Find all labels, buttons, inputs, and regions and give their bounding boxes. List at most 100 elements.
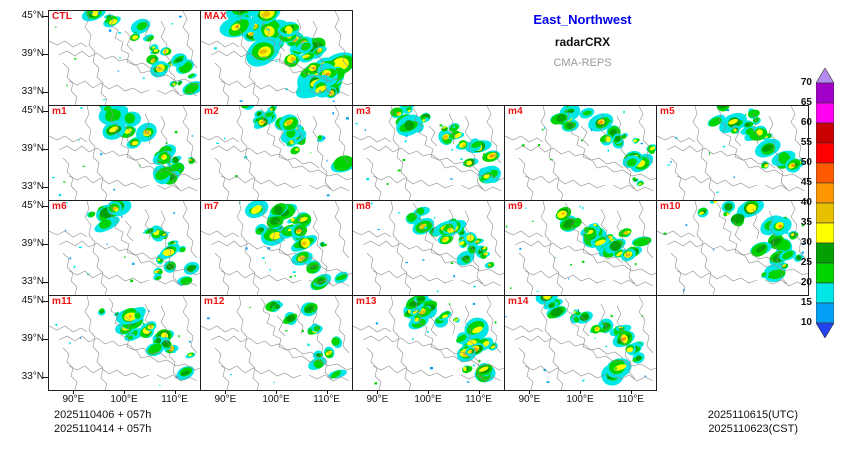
title-block: East_Northwest radarCRX CMA-REPS bbox=[500, 12, 665, 69]
lon-tick-mark bbox=[174, 390, 176, 394]
colorbar-value: 65 bbox=[800, 97, 812, 108]
lon-tick-mark bbox=[225, 390, 227, 394]
map-panel-m11: m11 bbox=[48, 295, 201, 391]
map-canvas bbox=[353, 201, 504, 295]
panel-label-m5: m5 bbox=[660, 106, 675, 117]
lat-tick-mark bbox=[43, 187, 48, 189]
map-panel-m9: m9 bbox=[504, 200, 657, 296]
lon-tick-mark bbox=[326, 390, 328, 394]
lat-tick-mark bbox=[43, 282, 48, 284]
footer-init-times: 2025110406 + 057h 2025110414 + 057h bbox=[54, 408, 151, 436]
map-panel-CTL: CTL bbox=[48, 10, 201, 106]
lat-tick-mark bbox=[43, 339, 48, 341]
lat-tick-label: 33°N bbox=[21, 371, 44, 383]
panel-label-m7: m7 bbox=[204, 201, 219, 212]
valid-time-utc: 2025110615(UTC) bbox=[707, 409, 798, 421]
panel-label-m3: m3 bbox=[356, 106, 371, 117]
init-time-line-1: 2025110406 + 057h bbox=[54, 409, 152, 421]
map-panel-m3: m3 bbox=[352, 105, 505, 201]
lat-tick-mark bbox=[43, 149, 48, 151]
lon-tick-label: 100°E bbox=[414, 394, 442, 405]
lon-tick-label: 90°E bbox=[366, 394, 389, 405]
lat-tick-mark bbox=[43, 111, 48, 113]
lat-tick-mark bbox=[43, 377, 48, 379]
lat-tick-label: 45°N bbox=[21, 295, 44, 307]
lat-tick-mark bbox=[43, 54, 48, 56]
colorbar-value: 55 bbox=[800, 137, 812, 148]
lon-tick-mark bbox=[478, 390, 480, 394]
lon-tick-label: 110°E bbox=[465, 394, 492, 405]
map-canvas bbox=[505, 201, 656, 295]
panel-label-m9: m9 bbox=[508, 201, 523, 212]
lon-tick-label: 110°E bbox=[617, 394, 644, 405]
lat-tick-label: 33°N bbox=[21, 276, 44, 288]
colorbar-value: 50 bbox=[800, 157, 812, 168]
map-canvas bbox=[49, 201, 200, 295]
map-canvas bbox=[201, 296, 352, 390]
colorbar-value: 15 bbox=[800, 297, 812, 308]
colorbar-value: 60 bbox=[800, 117, 812, 128]
lat-tick-label: 33°N bbox=[21, 181, 44, 193]
panel-label-m11: m11 bbox=[52, 296, 73, 307]
model-title: CMA-REPS bbox=[553, 57, 612, 69]
lon-tick-mark bbox=[428, 390, 429, 394]
map-panel-m14: m14 bbox=[504, 295, 657, 391]
colorbar-value: 70 bbox=[800, 77, 812, 88]
lat-tick-mark bbox=[43, 206, 48, 208]
lat-tick-mark bbox=[43, 301, 48, 303]
region-title: East_Northwest bbox=[533, 12, 632, 27]
map-canvas bbox=[201, 201, 352, 295]
colorbar: 70 65 60 55 50 45 40 35 30 25 20 15 10 bbox=[780, 68, 838, 342]
map-panel-m5: m5 bbox=[656, 105, 809, 201]
colorbar-value: 40 bbox=[800, 197, 812, 208]
map-canvas bbox=[49, 296, 200, 390]
panel-label-m1: m1 bbox=[52, 106, 67, 117]
lat-tick-label: 39°N bbox=[21, 48, 44, 60]
colorbar-value: 45 bbox=[800, 177, 812, 188]
lat-tick-label: 45°N bbox=[21, 10, 44, 22]
colorbar-value: 30 bbox=[800, 237, 812, 248]
panel-label-m12: m12 bbox=[204, 296, 225, 307]
panel-label-MAX: MAX bbox=[204, 11, 227, 22]
lon-tick-label: 110°E bbox=[161, 394, 188, 405]
init-time-line-2: 2025110414 + 057h bbox=[54, 423, 152, 435]
lon-tick-mark bbox=[630, 390, 632, 394]
footer-valid-times: 2025110615(UTC) 2025110623(CST) bbox=[650, 408, 798, 436]
map-panel-m10: m10 bbox=[656, 200, 809, 296]
map-panel-m2: m2 bbox=[200, 105, 353, 201]
lon-tick-label: 100°E bbox=[110, 394, 138, 405]
colorbar-value: 25 bbox=[800, 257, 812, 268]
colorbar-value: 20 bbox=[800, 277, 812, 288]
lat-tick-label: 39°N bbox=[21, 143, 44, 155]
map-canvas bbox=[201, 11, 352, 105]
colorbar-bar bbox=[816, 68, 834, 338]
colorbar-value: 10 bbox=[800, 317, 812, 328]
map-panel-m7: m7 bbox=[200, 200, 353, 296]
panel-label-CTL: CTL bbox=[52, 11, 73, 22]
map-canvas bbox=[201, 106, 352, 200]
map-canvas bbox=[49, 11, 200, 105]
lon-tick-mark bbox=[580, 390, 581, 394]
panel-label-m10: m10 bbox=[660, 201, 681, 212]
panel-label-m13: m13 bbox=[356, 296, 377, 307]
lon-tick-label: 90°E bbox=[214, 394, 237, 405]
map-panel-m12: m12 bbox=[200, 295, 353, 391]
map-panel-m13: m13 bbox=[352, 295, 505, 391]
map-canvas bbox=[657, 106, 808, 200]
map-canvas bbox=[49, 106, 200, 200]
panel-label-m6: m6 bbox=[52, 201, 67, 212]
panel-label-m4: m4 bbox=[508, 106, 523, 117]
lon-tick-mark bbox=[276, 390, 277, 394]
map-panel-m1: m1 bbox=[48, 105, 201, 201]
lon-tick-label: 90°E bbox=[518, 394, 541, 405]
map-panel-m4: m4 bbox=[504, 105, 657, 201]
lon-tick-mark bbox=[529, 390, 531, 394]
lat-tick-mark bbox=[43, 92, 48, 94]
product-title: radarCRX bbox=[554, 35, 611, 49]
map-panel-m6: m6 bbox=[48, 200, 201, 296]
panel-label-m2: m2 bbox=[204, 106, 219, 117]
panel-label-m8: m8 bbox=[356, 201, 371, 212]
map-canvas bbox=[657, 201, 808, 295]
panel-label-m14: m14 bbox=[508, 296, 529, 307]
lon-tick-label: 90°E bbox=[62, 394, 85, 405]
